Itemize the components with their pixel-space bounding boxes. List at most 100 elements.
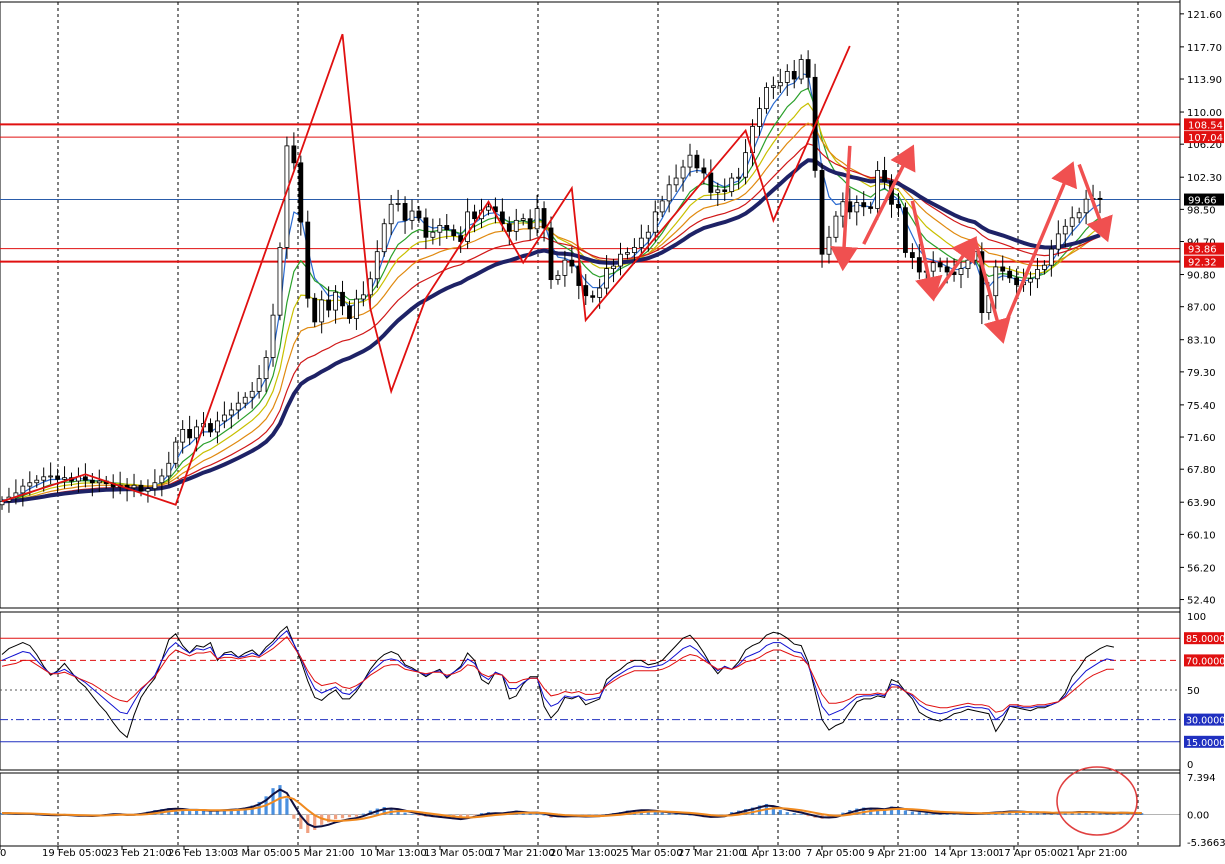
candle: [1014, 268, 1020, 297]
x-tick-label-7: 13 Mar 05:00: [424, 848, 491, 859]
candle-body: [1062, 225, 1068, 235]
price-level-tag-1: 107.04: [1188, 133, 1223, 144]
oscillator-level-tag-1: 70.0000: [1186, 656, 1225, 667]
candle-body: [687, 154, 693, 168]
candle: [55, 468, 60, 493]
candle: [743, 139, 748, 185]
candle: [979, 242, 985, 325]
candle-body: [48, 475, 54, 478]
macd-hist-bar: [410, 814, 414, 815]
macd-hist-bar: [1098, 813, 1102, 815]
price-y-tick-label-0: 121.60: [1187, 10, 1222, 21]
candle: [173, 437, 179, 469]
candle: [298, 155, 304, 236]
candle-body: [180, 429, 186, 443]
price-y-tick-label-8: 90.80: [1187, 271, 1216, 282]
candle: [423, 208, 429, 249]
candle: [256, 365, 262, 399]
candle-body: [548, 227, 554, 281]
candle: [937, 257, 943, 272]
macd-hist-bar: [1105, 813, 1109, 815]
candle-body: [1042, 264, 1047, 270]
candle: [312, 293, 318, 328]
macd-hist-bar: [188, 811, 192, 815]
candle-body: [638, 237, 644, 248]
macd-hist-bar: [750, 807, 755, 815]
candle-body: [242, 396, 248, 404]
candle: [388, 194, 394, 236]
macd-hist-bar: [910, 811, 914, 815]
candle: [854, 195, 860, 226]
macd-hist-bar: [1015, 811, 1019, 815]
candle: [722, 178, 728, 201]
candle-body: [458, 235, 464, 242]
candle: [159, 468, 165, 497]
macd-hist-bar: [292, 814, 296, 819]
candle: [62, 466, 67, 489]
candle-body: [965, 259, 971, 270]
candle-body: [249, 390, 255, 398]
x-tick-label-15: 14 Apr 13:00: [934, 848, 999, 859]
annotation-arrow-5: [1001, 161, 1078, 332]
candle: [235, 391, 241, 420]
candle-body: [347, 305, 352, 319]
macd-hist-bar: [896, 808, 901, 815]
candle: [833, 211, 839, 243]
candle: [277, 242, 283, 321]
macd-hist-bar: [667, 813, 671, 815]
candle-body: [625, 252, 630, 255]
candle-body: [854, 202, 860, 213]
macd-hist-bar: [827, 814, 831, 818]
candle-body: [777, 82, 783, 87]
candle-body: [1035, 269, 1040, 280]
candle: [757, 97, 762, 136]
macd-hist-bar: [889, 806, 894, 815]
candle-body: [583, 285, 589, 297]
candle-body: [534, 208, 540, 230]
candle-body: [374, 251, 380, 280]
macd-hist-bar: [785, 812, 789, 815]
macd-hist-bar: [799, 814, 803, 815]
candle: [625, 247, 630, 260]
candle: [305, 210, 311, 308]
candle: [333, 285, 338, 324]
candle-body: [541, 208, 547, 229]
price-level-tag-bg-0: [1184, 118, 1224, 131]
x-tick-label-9: 20 Mar 13:00: [550, 848, 617, 859]
candle-body: [958, 268, 964, 275]
candle: [805, 50, 811, 89]
candle: [673, 164, 679, 193]
macd-hist-bar: [208, 811, 213, 815]
candle: [48, 462, 54, 485]
candle-body: [1083, 198, 1089, 214]
candle: [472, 204, 477, 233]
annotation-arrow-2: [910, 200, 943, 302]
price-y-tick-label-18: 52.40: [1187, 596, 1216, 607]
candle-body: [847, 201, 853, 213]
candle: [729, 172, 735, 197]
x-tick-label-6: 10 Mar 13:00: [360, 848, 427, 859]
candle: [486, 201, 491, 216]
candle-body: [645, 231, 651, 239]
x-tick-label-0: 0: [0, 848, 6, 859]
price-y-tick-label-10: 83.10: [1187, 336, 1216, 347]
macd-hist-bar: [542, 814, 546, 816]
candle: [958, 261, 964, 289]
macd-hist-bar: [1049, 813, 1053, 815]
macd-hist-bar: [806, 814, 810, 817]
candle: [896, 192, 901, 217]
candle-body: [131, 484, 137, 489]
oscillator-level-tag-bg-2: [1184, 713, 1224, 726]
candle: [416, 205, 422, 223]
candle: [221, 401, 227, 429]
candle: [451, 224, 457, 241]
candle-body: [423, 217, 429, 238]
macd-line-1: [2, 795, 1142, 823]
price-y-tick-label-11: 79.30: [1187, 368, 1216, 379]
candle: [680, 159, 686, 192]
candle-body: [722, 189, 728, 192]
candle-body: [972, 251, 978, 261]
